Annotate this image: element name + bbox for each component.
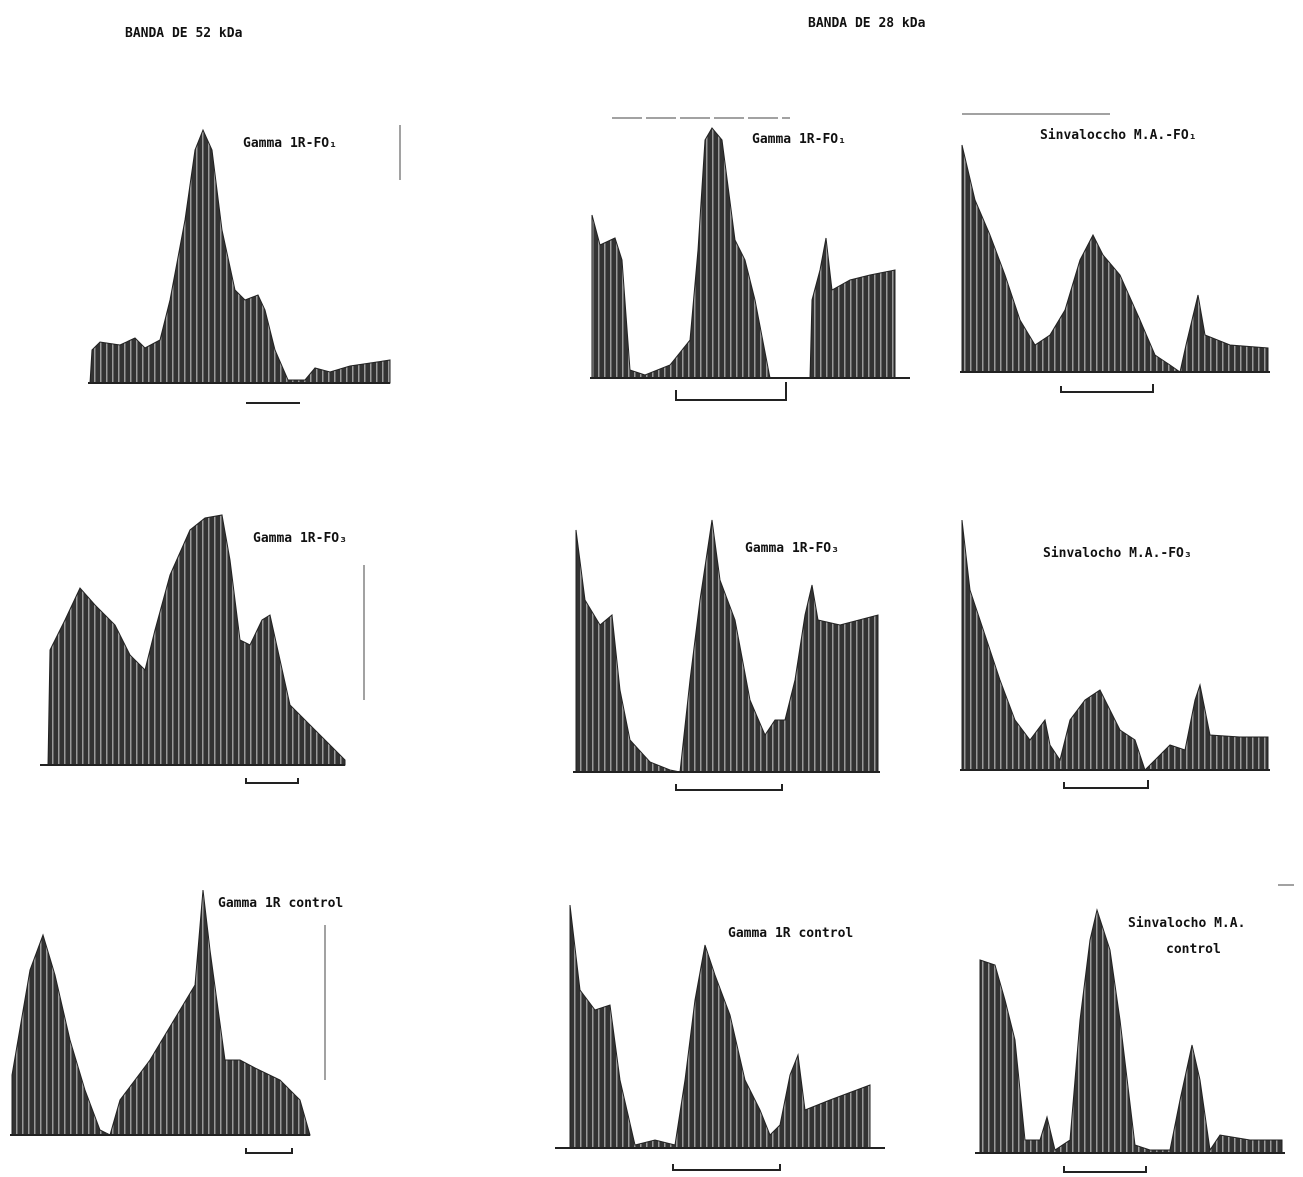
panel-label: Gamma 1R control — [728, 926, 853, 941]
panel: Sinvalocho M.A.-FO₃ — [960, 520, 1270, 788]
panel-label: control — [1166, 942, 1221, 957]
scale-bar — [1061, 384, 1153, 392]
panel-label: Gamma 1R-FO₃ — [253, 531, 347, 546]
densitogram — [576, 520, 878, 772]
densitogram — [980, 910, 1282, 1153]
panel: Gamma 1R-FO₁ — [590, 118, 910, 400]
panel: Gamma 1R-FO₁ — [88, 125, 400, 403]
panel: Gamma 1R-FO₃ — [40, 515, 364, 783]
densitogram — [12, 890, 310, 1135]
column-header: BANDA DE 52 kDa — [125, 26, 243, 41]
scale-bar — [1064, 1166, 1146, 1172]
panel-label: Sinvalocho M.A.-FO₃ — [1043, 546, 1192, 561]
densitogram — [48, 515, 345, 765]
panel-label: Gamma 1R-FO₁ — [243, 136, 337, 151]
panel-label: Gamma 1R control — [218, 896, 343, 911]
panel-label: Sinvaloccho M.A.-FO₁ — [1040, 128, 1197, 143]
panel-label: Sinvalocho M.A. — [1128, 916, 1245, 931]
scale-bar — [673, 1164, 780, 1170]
panel: Gamma 1R control — [555, 905, 885, 1170]
panel: Gamma 1R-FO₃ — [573, 520, 880, 790]
panel-label: Gamma 1R-FO₃ — [745, 541, 839, 556]
figure: BANDA DE 52 kDa BANDA DE 28 kDa Gamma 1R… — [0, 0, 1303, 1177]
panel: Sinvaloccho M.A.-FO₁ — [960, 114, 1270, 392]
densitogram — [592, 128, 895, 378]
scale-bar — [676, 382, 786, 400]
panel-label: Gamma 1R-FO₁ — [752, 132, 846, 147]
densitogram — [90, 130, 390, 383]
panel: Gamma 1R control — [10, 890, 343, 1153]
scale-bar — [1064, 780, 1148, 788]
densitogram — [570, 905, 870, 1148]
scale-bar — [676, 784, 782, 790]
panel: Sinvalocho M.A. control — [975, 885, 1294, 1172]
column-header: BANDA DE 28 kDa — [808, 16, 926, 31]
scale-bar — [246, 778, 298, 783]
densitogram — [962, 145, 1268, 372]
scale-bar — [246, 1148, 292, 1153]
